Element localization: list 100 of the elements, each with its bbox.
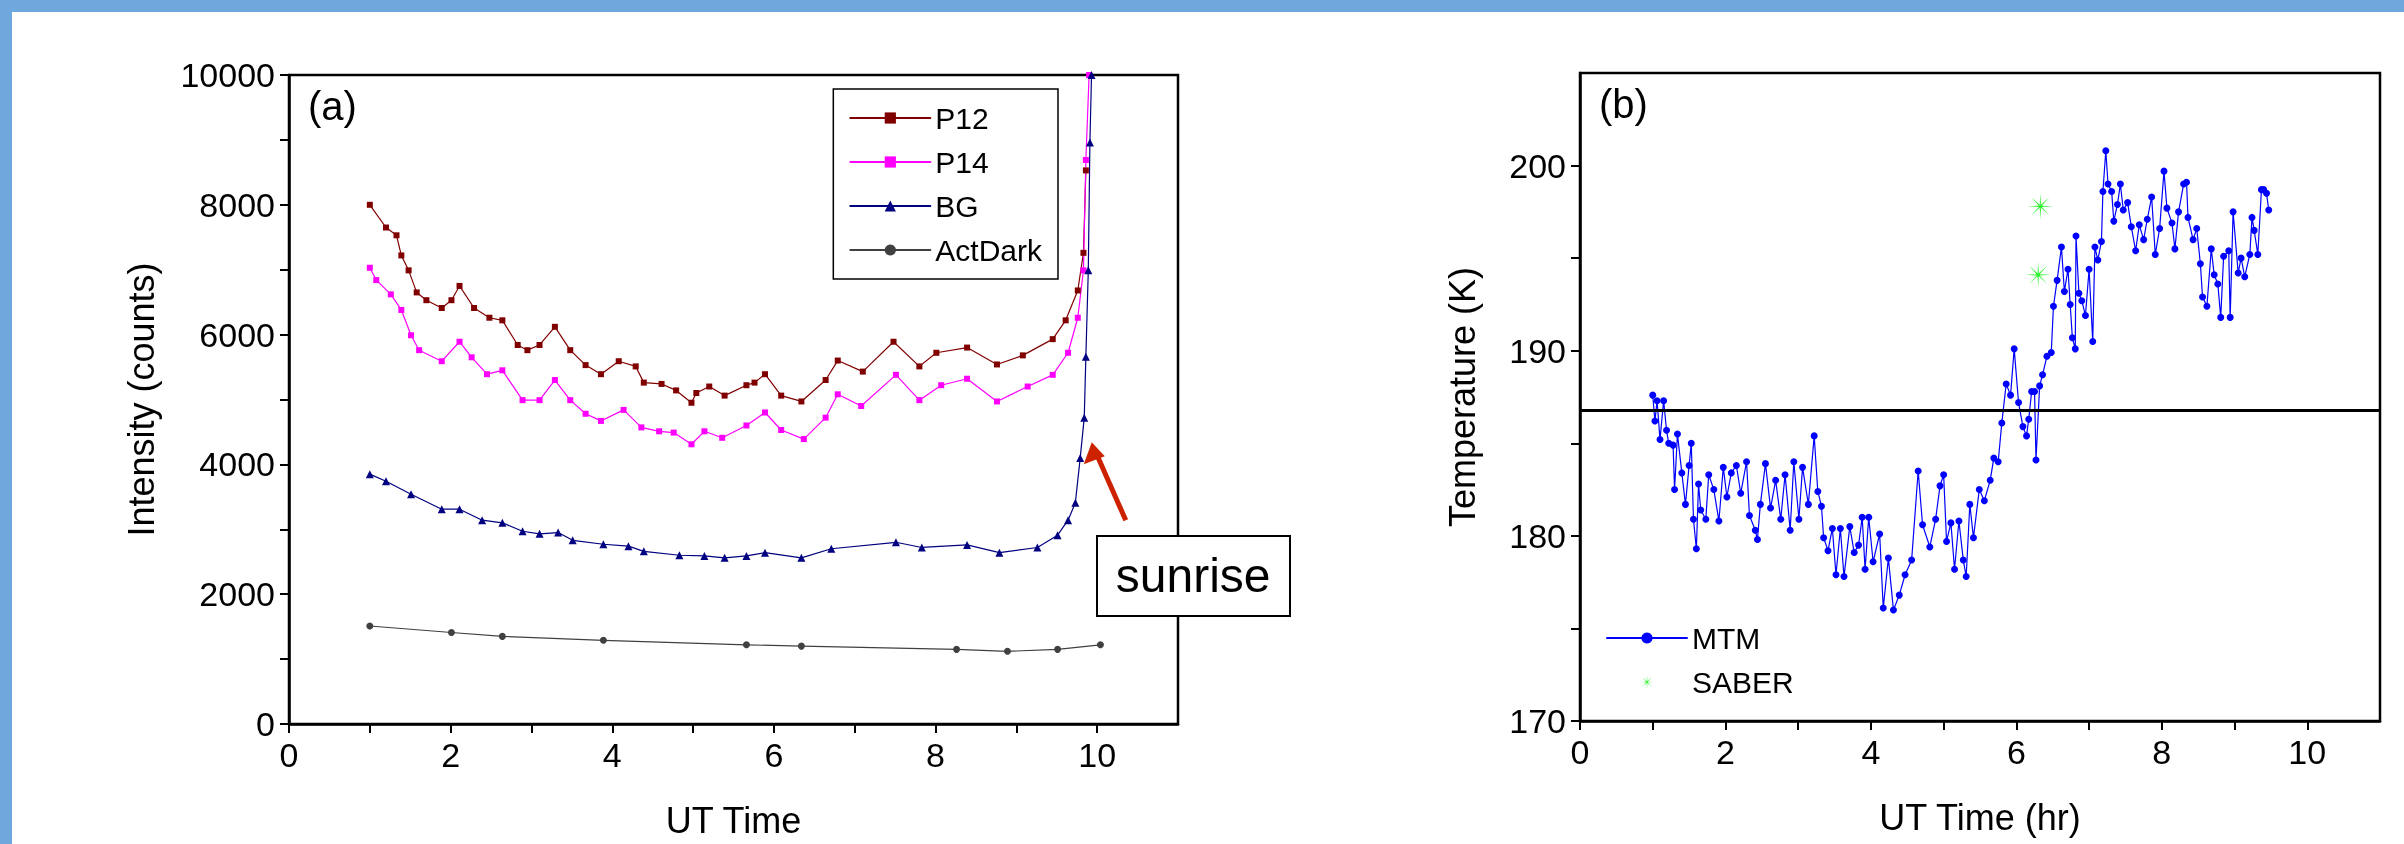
point: [381, 477, 390, 486]
x-tick-label: 10: [2288, 733, 2327, 771]
point: [638, 424, 645, 431]
x-tick-label: 2: [441, 736, 461, 774]
legend-label: BG: [935, 189, 979, 223]
point: [1074, 287, 1081, 294]
point: [1081, 352, 1090, 361]
point: [499, 367, 506, 374]
point: [398, 306, 405, 313]
chart-title: (b): [1599, 82, 1648, 126]
point: [471, 304, 478, 311]
point: [706, 383, 713, 390]
point: [859, 368, 866, 375]
x-tick-label: 8: [926, 736, 946, 774]
point: [554, 528, 563, 537]
y-tick-label: 0: [256, 705, 275, 743]
point: [964, 344, 971, 351]
point: [953, 645, 961, 653]
point: [1076, 453, 1085, 462]
point: [1024, 383, 1031, 390]
point: [1074, 314, 1081, 321]
point: [1080, 413, 1089, 422]
point: [916, 363, 923, 370]
x-tick-label: 8: [2152, 733, 2172, 771]
point: [597, 371, 604, 378]
point: [858, 402, 865, 409]
point: [1082, 167, 1089, 174]
point: [1071, 498, 1080, 507]
point: [743, 382, 750, 389]
point: [742, 551, 751, 560]
point: [366, 201, 373, 208]
point: [456, 282, 463, 289]
x-tick-label: 10: [1078, 736, 1117, 774]
point: [938, 382, 945, 389]
point: [891, 538, 900, 547]
point: [670, 429, 677, 436]
point: [478, 516, 487, 525]
point: [373, 277, 380, 284]
point: [599, 636, 607, 644]
point: [567, 347, 574, 354]
point: [1053, 531, 1062, 540]
point: [615, 358, 622, 365]
point: [751, 379, 758, 386]
point: [405, 267, 412, 274]
point: [762, 371, 769, 378]
y-axis-title: Intensity (counts): [120, 262, 162, 537]
point: [1054, 645, 1062, 653]
point: [658, 380, 665, 387]
point: [993, 361, 1000, 368]
point: [721, 392, 728, 399]
point: [822, 377, 829, 384]
point: [365, 470, 374, 479]
point: [798, 398, 805, 405]
point: [597, 417, 604, 424]
point: [1062, 317, 1069, 324]
y-tick-label: 2000: [199, 575, 275, 614]
point: [416, 347, 423, 354]
point: [498, 632, 506, 640]
point: [447, 628, 455, 636]
point: [498, 518, 507, 527]
point: [408, 332, 415, 339]
x-tick-label: 4: [602, 736, 622, 774]
point: [640, 379, 647, 386]
point: [993, 398, 1000, 405]
x-tick-label: 6: [764, 736, 784, 774]
point: [656, 428, 663, 435]
point: [834, 357, 841, 364]
point: [1065, 349, 1072, 356]
point: [673, 387, 680, 394]
point: [834, 391, 841, 398]
point: [535, 529, 544, 538]
x-tick-label: 2: [1715, 733, 1735, 771]
legend-label: P14: [935, 145, 989, 179]
point: [916, 397, 923, 404]
point: [624, 542, 633, 551]
point: [536, 341, 543, 348]
point: [1049, 336, 1056, 343]
point: [536, 397, 543, 404]
point: [797, 553, 806, 562]
point: [778, 392, 785, 399]
point: [1019, 352, 1026, 359]
point: [366, 264, 373, 271]
point: [567, 397, 574, 404]
point: [964, 375, 971, 382]
point: [1064, 516, 1073, 525]
point: [514, 341, 521, 348]
y-tick-label: 190: [1509, 331, 1566, 370]
y-tick-label: 4000: [199, 445, 275, 484]
point: [468, 354, 475, 361]
point: [778, 427, 785, 433]
point: [620, 406, 627, 413]
x-axis-title: UT Time: [665, 799, 802, 841]
x-tick-label: 0: [279, 736, 299, 774]
legend-label: P12: [935, 101, 989, 135]
point: [742, 641, 750, 649]
y-tick-label: 8000: [199, 185, 275, 224]
point: [963, 540, 972, 549]
y-tick-label: 6000: [199, 315, 275, 354]
point: [407, 490, 416, 499]
legend-label: SABER: [1692, 665, 1794, 699]
